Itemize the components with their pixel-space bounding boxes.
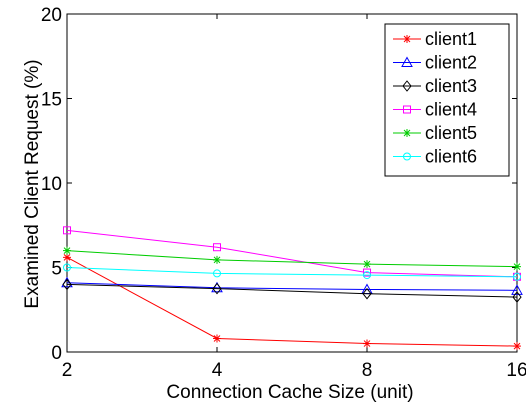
data-point xyxy=(513,262,521,271)
data-point xyxy=(63,263,71,272)
data-point xyxy=(213,243,221,252)
series-lines xyxy=(61,226,523,351)
series-line xyxy=(66,256,518,347)
data-point xyxy=(512,291,522,303)
data-point xyxy=(63,253,71,262)
legend-item: client5 xyxy=(393,123,477,143)
y-tick-label: 0 xyxy=(51,343,62,364)
series-line xyxy=(66,250,518,268)
x-tick-label: 4 xyxy=(212,360,223,381)
data-point xyxy=(513,272,521,281)
series-line xyxy=(66,283,518,298)
data-point xyxy=(362,287,372,300)
legend-label: client6 xyxy=(425,147,477,167)
legend-item: client6 xyxy=(393,147,477,167)
x-tick-label: 16 xyxy=(506,360,526,381)
y-tick-label: 20 xyxy=(41,5,62,26)
data-point xyxy=(363,268,371,277)
y-tick-label: 15 xyxy=(41,90,62,111)
y-tick-label: 5 xyxy=(51,259,62,280)
legend-label: client1 xyxy=(425,29,477,49)
series-client5 xyxy=(63,246,521,271)
data-point xyxy=(403,152,411,161)
data-point xyxy=(511,284,523,295)
data-point xyxy=(363,260,371,269)
legend-label: client3 xyxy=(425,76,477,96)
data-point xyxy=(212,282,222,295)
y-tick-label: 10 xyxy=(41,174,62,195)
x-axis-title: Connection Cache Size (unit) xyxy=(166,382,413,403)
data-point xyxy=(513,342,521,351)
legend-item: client1 xyxy=(393,29,477,49)
legend-item: client4 xyxy=(393,100,477,120)
data-point xyxy=(363,271,371,280)
x-tick-label: 2 xyxy=(62,360,73,381)
data-point xyxy=(213,255,221,264)
data-point xyxy=(403,129,411,137)
data-point xyxy=(363,339,371,348)
series-line xyxy=(66,282,518,291)
data-point xyxy=(402,80,412,92)
legend-box xyxy=(384,23,510,177)
legend-label: client2 xyxy=(425,53,477,73)
data-point xyxy=(403,105,411,114)
data-point xyxy=(63,226,71,235)
x-tick-label: 8 xyxy=(362,360,373,381)
y-axis-title: Examined Client Request (%) xyxy=(22,59,43,308)
legend-item: client2 xyxy=(393,53,477,73)
series-line xyxy=(66,267,518,278)
series-client6 xyxy=(63,263,521,281)
series-line xyxy=(66,229,518,278)
data-point xyxy=(62,278,72,291)
data-point xyxy=(403,35,411,43)
legend-label: client4 xyxy=(425,100,477,120)
series-client3 xyxy=(62,278,522,303)
series-client1 xyxy=(63,253,521,351)
legend-label: client5 xyxy=(425,123,477,143)
legend: client1 client2 client3 client4 client5 clien… xyxy=(384,23,510,177)
legend-item: client3 xyxy=(393,76,477,96)
data-point xyxy=(63,246,71,255)
data-point xyxy=(213,334,221,343)
data-point xyxy=(213,269,221,278)
data-point xyxy=(401,56,413,67)
